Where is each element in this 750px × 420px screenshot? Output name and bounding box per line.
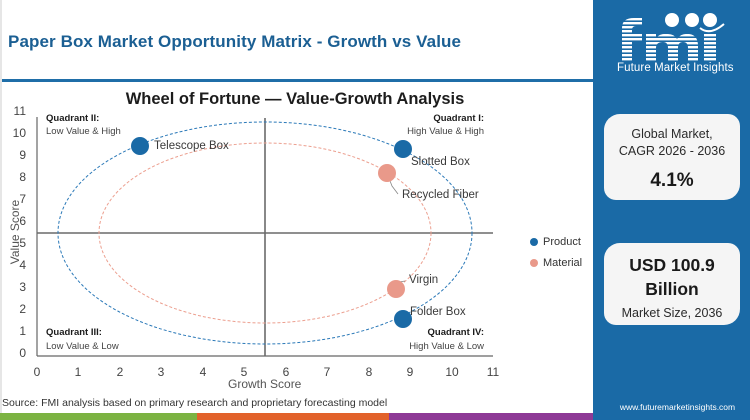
footer-bar-green <box>0 413 197 420</box>
quadrant-iv-subtitle: High Value & Low <box>409 341 484 352</box>
x-tick: 8 <box>365 365 373 379</box>
y-tick: 8 <box>19 170 26 184</box>
x-tick: 11 <box>486 365 500 379</box>
legend-item-product[interactable]: Product <box>530 236 581 248</box>
legend-item-material[interactable]: Material <box>530 257 582 269</box>
point-folder-box <box>394 310 412 328</box>
label-recycled-fiber: Recycled Fiber <box>402 189 479 201</box>
y-tick: 3 <box>19 280 26 294</box>
footer-bar-purple <box>389 413 593 420</box>
y-tick: 4 <box>19 258 26 272</box>
y-tick: 11 <box>13 104 26 118</box>
quadrant-i-title: Quadrant I: <box>433 113 484 124</box>
x-axis-label: Growth Score <box>228 377 302 391</box>
x-tick: 5 <box>240 365 248 379</box>
quadrant-ii-title: Quadrant II: <box>46 113 100 124</box>
material-dot-icon <box>530 259 538 267</box>
y-tick: 9 <box>19 148 26 162</box>
x-tick: 4 <box>199 365 207 379</box>
label-slotted-box: Slotted Box <box>411 156 470 168</box>
material-ellipse <box>98 142 432 324</box>
quadrant-ii-subtitle: Low Value & High <box>46 126 121 137</box>
quadrant-iv-title: Quadrant IV: <box>427 327 484 338</box>
brand-name: Future Market Insights <box>617 62 734 74</box>
point-virgin <box>387 280 405 298</box>
y-tick: 6 <box>19 214 26 228</box>
cagr-label-line1: Global Market, <box>631 127 713 141</box>
chart-title: Wheel of Fortune — Value-Growth Analysis <box>125 90 465 108</box>
market-size-label: Market Size, 2036 <box>621 306 723 320</box>
footer-bar-orange <box>197 413 389 420</box>
point-recycled-fiber <box>378 164 396 182</box>
y-tick: 2 <box>19 302 26 316</box>
quadrant-i-subtitle: High Value & High <box>407 126 484 137</box>
cagr-value: 4.1% <box>650 170 694 191</box>
x-tick: 9 <box>406 365 414 379</box>
y-tick: 5 <box>19 236 26 250</box>
fmi-logo-icon <box>622 13 725 61</box>
website-link[interactable]: www.futuremarketinsights.com <box>619 402 736 412</box>
y-tick: 1 <box>19 324 26 338</box>
y-tick: 7 <box>19 192 26 206</box>
product-dot-icon <box>530 238 538 246</box>
x-tick: 3 <box>157 365 165 379</box>
market-size-value-line1: USD 100.9 <box>629 255 715 275</box>
x-tick: 2 <box>116 365 124 379</box>
quadrant-iii-title: Quadrant III: <box>46 327 102 338</box>
brand-side-panel <box>593 0 750 420</box>
y-tick: 10 <box>12 126 26 140</box>
point-telescope-box <box>131 137 149 155</box>
point-slotted-box <box>394 140 412 158</box>
cagr-label-line2: CAGR 2026 - 2036 <box>618 144 726 158</box>
quadrant-iii-subtitle: Low Value & Low <box>46 341 119 352</box>
x-tick: 7 <box>323 365 331 379</box>
legend-label: Material <box>543 257 583 269</box>
product-ellipse <box>57 121 473 345</box>
scatter-plot <box>36 117 493 357</box>
label-telescope-box: Telescope Box <box>154 140 229 152</box>
source-note: Source: FMI analysis based on primary re… <box>2 397 388 409</box>
x-tick: 1 <box>74 365 82 379</box>
y-axis-label: Value Score <box>8 199 22 265</box>
y-tick: 0 <box>19 346 26 360</box>
legend-label: Product <box>543 236 581 248</box>
header-divider <box>2 79 594 82</box>
x-tick: 6 <box>282 365 290 379</box>
left-edge <box>0 0 2 420</box>
cagr-card: Global Market, CAGR 2026 - 2036 4.1% <box>604 114 740 200</box>
label-folder-box: Folder Box <box>410 306 466 318</box>
x-tick: 0 <box>33 365 41 379</box>
market-size-card: USD 100.9 Billion Market Size, 2036 <box>604 243 740 325</box>
x-tick: 10 <box>445 365 459 379</box>
page-title: Paper Box Market Opportunity Matrix - Gr… <box>8 32 462 51</box>
label-virgin: Virgin <box>409 274 439 286</box>
market-size-value-line2: Billion <box>645 279 699 299</box>
